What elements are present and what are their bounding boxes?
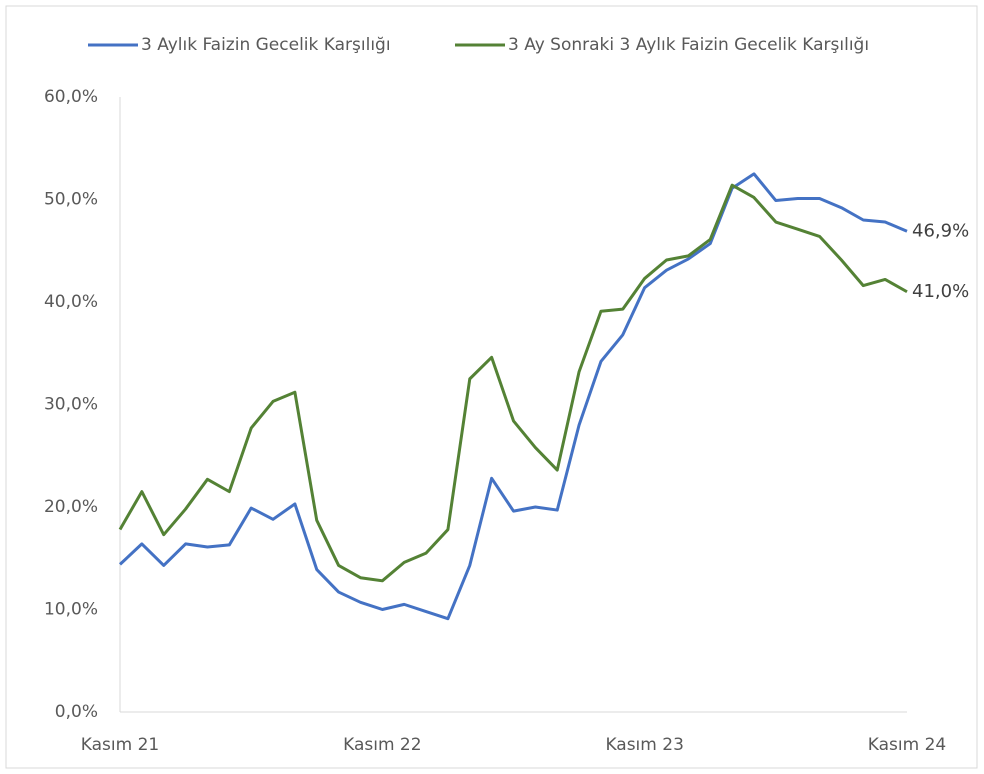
series-line bbox=[118, 183, 908, 583]
data-label: 41,0% bbox=[912, 281, 969, 302]
x-tick-label: Kasım 22 bbox=[343, 735, 421, 755]
y-tick-label: 40,0% bbox=[44, 292, 98, 312]
x-tick-label: Kasım 21 bbox=[81, 735, 159, 755]
x-tick-label: Kasım 24 bbox=[868, 735, 946, 755]
y-tick-label: 50,0% bbox=[44, 190, 98, 210]
legend-label: 3 Aylık Faizin Gecelik Karşılığı bbox=[141, 35, 391, 55]
series-line bbox=[118, 172, 908, 621]
y-tick-label: 0,0% bbox=[55, 702, 98, 722]
y-tick-label: 30,0% bbox=[44, 395, 98, 415]
y-tick-label: 10,0% bbox=[44, 600, 98, 620]
legend-label: 3 Ay Sonraki 3 Aylık Faizin Gecelik Karş… bbox=[508, 35, 869, 55]
y-tick-label: 60,0% bbox=[44, 87, 98, 107]
x-tick-label: Kasım 23 bbox=[605, 735, 683, 755]
chart-frame bbox=[5, 5, 978, 769]
data-label: 46,9% bbox=[912, 220, 969, 241]
y-tick-label: 20,0% bbox=[44, 497, 98, 517]
